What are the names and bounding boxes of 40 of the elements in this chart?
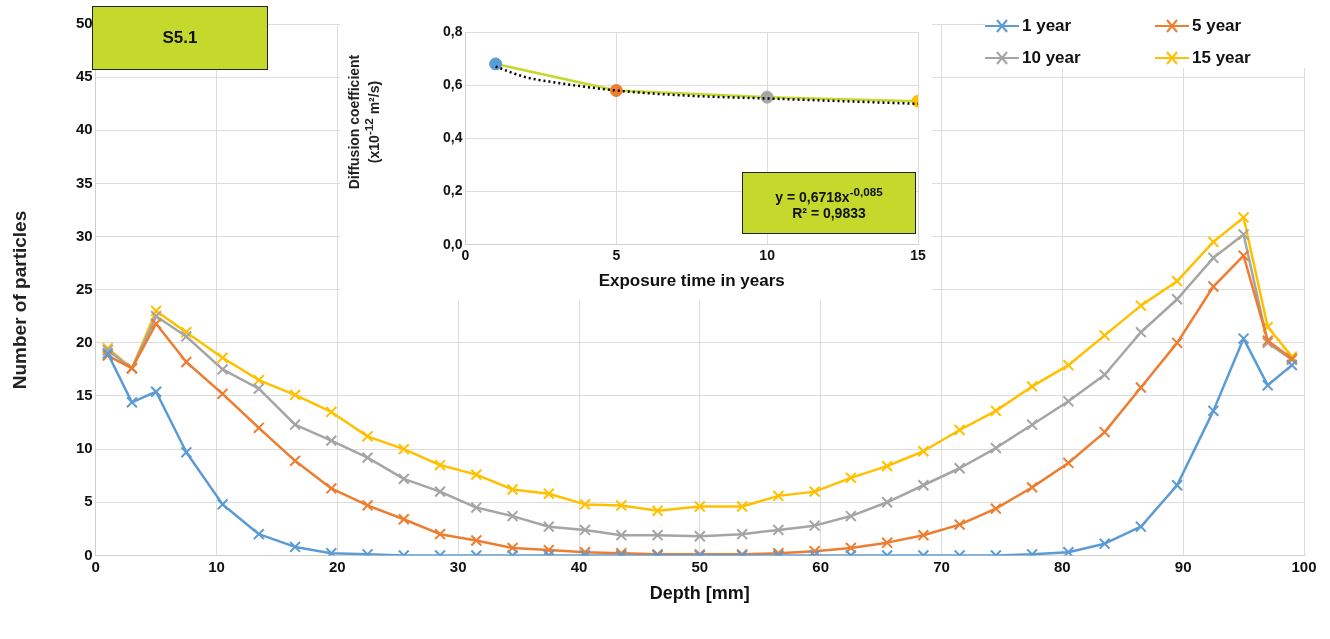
x-tick-label: 20 bbox=[329, 557, 346, 575]
x-axis-title: Exposure time in years bbox=[598, 271, 785, 291]
y-tick-label: 50 bbox=[76, 14, 93, 32]
legend-label: 5 year bbox=[1192, 16, 1242, 36]
y-tick-label: 15 bbox=[76, 386, 93, 404]
x-tick-label: 50 bbox=[691, 557, 709, 575]
y-tick-label: 10 bbox=[76, 439, 93, 457]
x-tick-label: 10 bbox=[208, 557, 225, 575]
text-box: y = 0,6718x$^{-0,085}$ R² = 0,9833 bbox=[742, 172, 916, 234]
x-axis-title: Depth [mm] bbox=[649, 583, 750, 604]
y-tick-label: 45 bbox=[76, 67, 93, 85]
x-tick-label: 10 bbox=[759, 247, 776, 264]
x-tick-label: 100 bbox=[1291, 557, 1317, 575]
y-tick-label: 0,2 bbox=[442, 182, 463, 199]
x-tick-label: 70 bbox=[933, 557, 950, 575]
y-tick-label: 0,4 bbox=[442, 129, 463, 146]
y-tick-label: 40 bbox=[76, 120, 93, 138]
x-tick-label: 40 bbox=[570, 557, 588, 575]
annotation: y = 0,6718x$^{-0,085}$ bbox=[774, 185, 884, 205]
x-tick-label: 60 bbox=[812, 557, 830, 575]
y-tick-label: 5 bbox=[84, 492, 93, 510]
y-tick-label: 0,6 bbox=[442, 76, 463, 93]
x-tick-label: 80 bbox=[1053, 557, 1071, 575]
annotation: R² = 0,9833 bbox=[791, 204, 867, 221]
x-tick-label: 90 bbox=[1174, 557, 1192, 575]
legend-label: 15 year bbox=[1192, 48, 1251, 68]
legend-label: 10 year bbox=[1022, 48, 1081, 68]
y-tick-label: 30 bbox=[76, 226, 93, 244]
y-tick-label: 0,8 bbox=[442, 22, 463, 39]
text-box: S5.1 bbox=[92, 6, 268, 70]
annotation: S5.1 bbox=[161, 28, 199, 48]
y-axis-title: Number of particles bbox=[9, 209, 31, 392]
x-tick-label: 5 bbox=[612, 247, 621, 264]
y-tick-label: 25 bbox=[76, 279, 93, 297]
y-tick-label: 20 bbox=[76, 332, 93, 350]
y-tick-label: 0 bbox=[84, 545, 93, 563]
y-tick-label: 35 bbox=[76, 173, 93, 191]
y-tick-label: 0,0 bbox=[442, 235, 463, 252]
x-tick-label: 15 bbox=[910, 247, 926, 264]
legend-label: 1 year bbox=[1022, 16, 1072, 36]
